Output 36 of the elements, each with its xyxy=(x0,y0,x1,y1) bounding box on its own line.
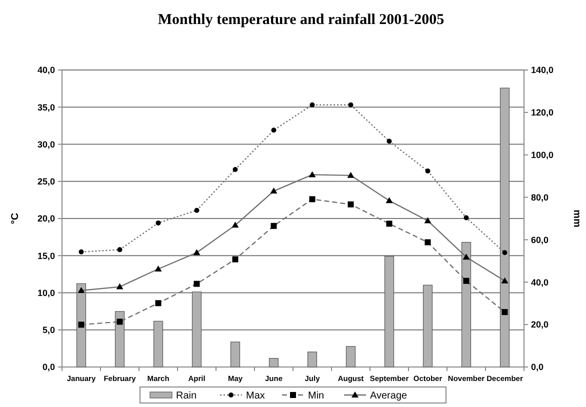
y2-tick-label: 80,0 xyxy=(531,192,549,202)
bar xyxy=(500,88,510,368)
legend-label: Min xyxy=(308,390,324,402)
bar xyxy=(384,256,394,368)
legend-label: Average xyxy=(370,390,408,402)
y2-tick-label: 20,0 xyxy=(531,320,549,330)
bar xyxy=(230,342,240,368)
y2-tick-label: 140,0 xyxy=(531,65,554,76)
y2-tick-label: 60,0 xyxy=(531,234,549,245)
bar xyxy=(268,358,279,368)
bar xyxy=(461,242,472,368)
y2-tick-label: 120,0 xyxy=(531,108,554,118)
bar xyxy=(422,284,433,368)
chart-title: Monthly temperature and rainfall 2001-2005 xyxy=(158,12,444,28)
y-tick-label: 25,0 xyxy=(37,176,55,187)
bar xyxy=(153,320,164,368)
y-tick-label: 20,0 xyxy=(37,214,55,224)
legend-label: Rain xyxy=(176,390,197,402)
legend-label: Max xyxy=(246,390,265,402)
y-axis-title: °C xyxy=(10,212,21,224)
y-tick-label: 30,0 xyxy=(37,139,55,150)
bar xyxy=(114,311,125,368)
bar xyxy=(192,292,202,368)
y-tick-label: 40,0 xyxy=(37,65,55,76)
y2-tick-label: 40,0 xyxy=(531,277,549,288)
y2-tick-label: 100,0 xyxy=(531,150,554,160)
y-tick-label: 35,0 xyxy=(37,102,55,112)
y-tick-label: 5,0 xyxy=(42,325,55,336)
bar xyxy=(76,283,86,368)
y-tick-label: 10,0 xyxy=(37,288,55,298)
bar xyxy=(346,346,356,368)
y2-axis-title: mm xyxy=(571,210,582,228)
bar xyxy=(307,352,318,368)
y2-tick-label: 0,0 xyxy=(531,362,544,372)
y-tick-label: 15,0 xyxy=(37,250,55,261)
y-tick-label: 0,0 xyxy=(42,362,55,372)
